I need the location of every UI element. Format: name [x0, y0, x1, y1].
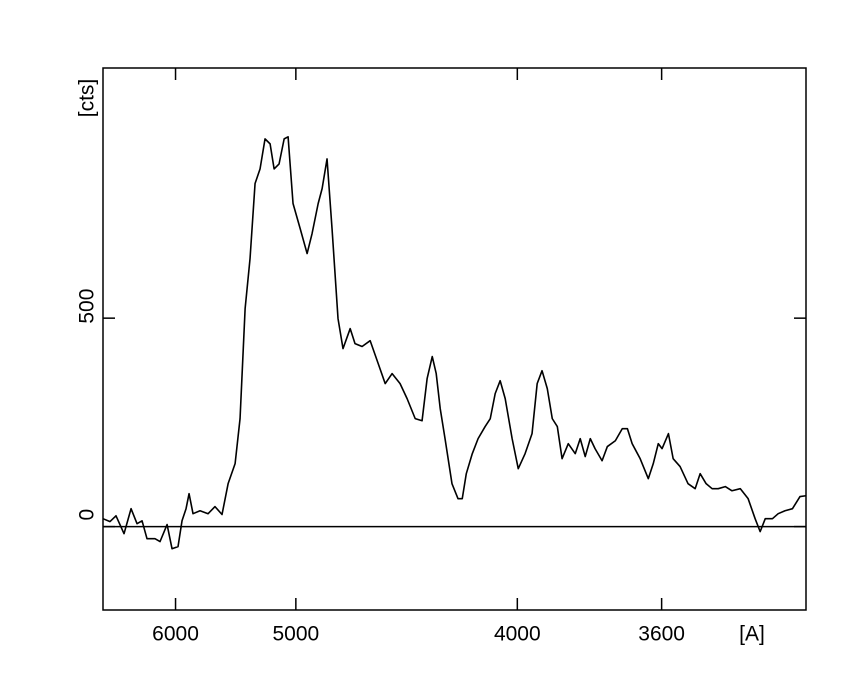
x-axis-label: [A] — [739, 623, 765, 646]
spectrum-line — [102, 135, 807, 550]
x-tick-label: 3600 — [638, 623, 685, 646]
x-tick-label: 5000 — [272, 623, 319, 646]
y-tick-label: 500 — [76, 289, 99, 324]
x-tick-label: 4000 — [494, 623, 541, 646]
y-axis-label: [cts] — [76, 79, 99, 118]
y-tick-label: 0 — [76, 509, 99, 521]
x-tick-label: 6000 — [152, 623, 199, 646]
plot-frame — [102, 67, 807, 611]
